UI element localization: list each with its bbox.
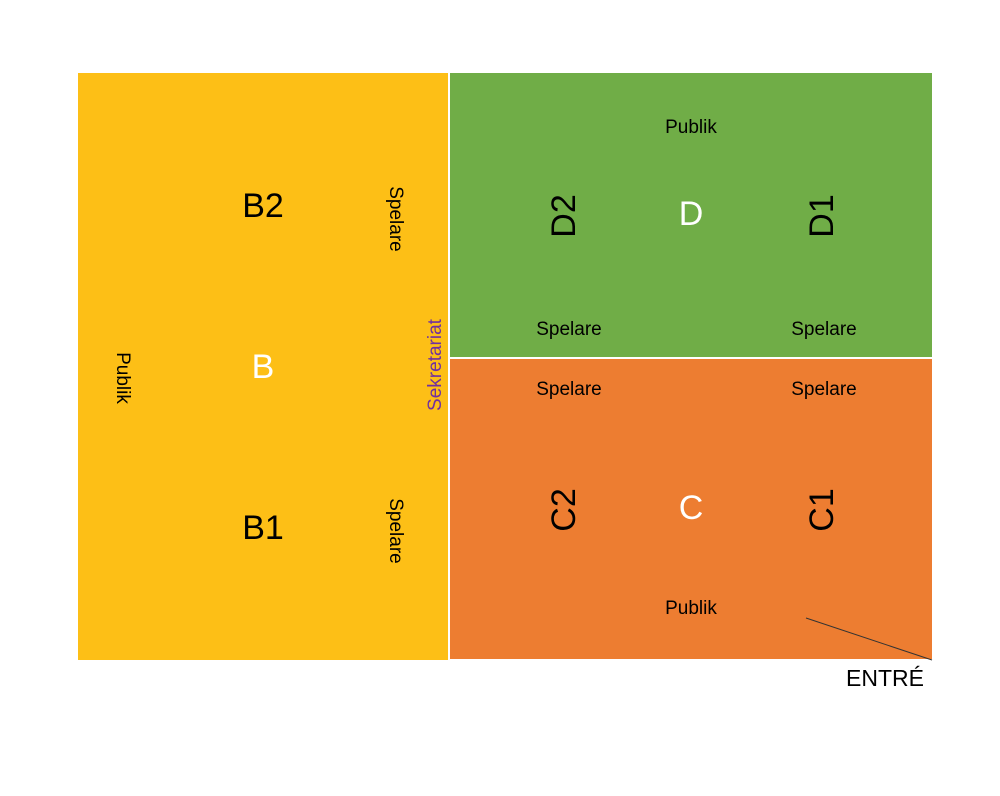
entrance-label: ENTRÉ <box>846 665 924 691</box>
zone-label: D <box>679 195 704 233</box>
zone-b <box>78 73 448 660</box>
players-label: Spelare <box>791 379 857 400</box>
court-label: B1 <box>242 509 284 547</box>
audience-label: Publik <box>665 117 717 138</box>
audience-label: Publik <box>112 352 133 404</box>
zone-c <box>450 359 932 659</box>
court-label: C2 <box>545 488 583 531</box>
zone-label: B <box>252 348 275 386</box>
court-label: D1 <box>803 194 841 237</box>
secretariat-label: Sekretariat <box>425 318 446 411</box>
court-label: D2 <box>545 194 583 237</box>
entrance-line <box>805 617 933 661</box>
audience-label: Publik <box>665 598 717 619</box>
players-label: Spelare <box>791 319 857 340</box>
players-label: Spelare <box>385 186 406 252</box>
zone-d <box>450 73 932 357</box>
players-label: Spelare <box>536 319 602 340</box>
players-label: Spelare <box>536 379 602 400</box>
players-label: Spelare <box>385 498 406 564</box>
court-label: B2 <box>242 187 284 225</box>
zone-label: C <box>679 489 704 527</box>
court-label: C1 <box>803 488 841 531</box>
